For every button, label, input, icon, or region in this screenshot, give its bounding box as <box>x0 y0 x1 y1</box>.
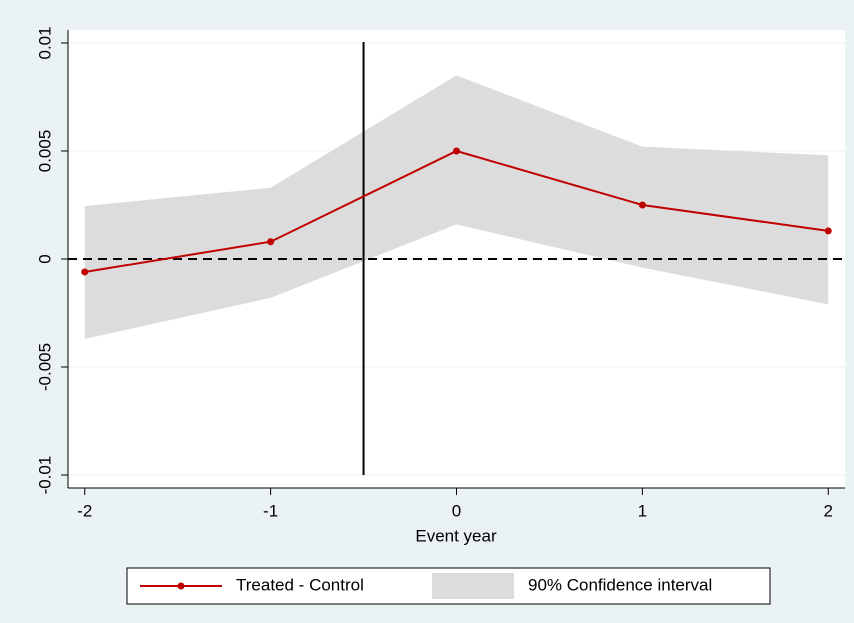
x-tick-label: 1 <box>638 501 647 520</box>
point <box>267 238 275 246</box>
legend-label: Treated - Control <box>236 575 364 594</box>
legend-marker <box>177 582 185 590</box>
point <box>824 227 832 235</box>
x-tick-label: 2 <box>824 501 833 520</box>
x-tick-label: -1 <box>263 501 278 520</box>
legend-label: 90% Confidence interval <box>528 575 712 594</box>
y-tick-label: 0 <box>35 254 54 263</box>
legend-swatch <box>432 573 514 599</box>
y-tick-label: -0.005 <box>35 343 54 391</box>
x-tick-label: 0 <box>452 501 461 520</box>
point <box>453 147 460 155</box>
y-tick-label: 0.005 <box>35 130 54 173</box>
x-axis-title: Event year <box>415 526 497 545</box>
point <box>638 201 646 209</box>
point <box>81 268 89 276</box>
x-tick-label: -2 <box>77 501 92 520</box>
y-tick-label: -0.01 <box>35 456 54 495</box>
y-tick-label: 0.01 <box>35 26 54 59</box>
confidence-band <box>84 75 829 339</box>
